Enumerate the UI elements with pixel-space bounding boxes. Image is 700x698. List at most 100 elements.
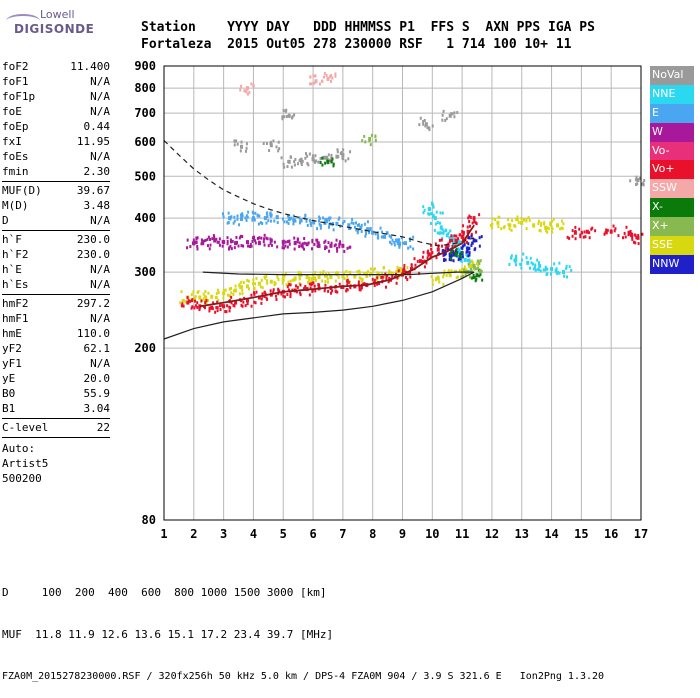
legend-item-e: E <box>650 103 694 123</box>
echo-point <box>207 291 210 295</box>
param-name: h`F <box>2 233 22 246</box>
echo-point <box>393 240 396 244</box>
echo-point <box>317 275 321 280</box>
echo-point <box>331 289 334 293</box>
echo-point <box>325 274 328 278</box>
autoscaling-info: 500200 <box>2 472 42 485</box>
echo-point <box>242 244 245 248</box>
echo-point <box>338 245 341 249</box>
echo-point <box>240 244 243 248</box>
param-value: 55.9 <box>83 387 111 400</box>
echo-point <box>614 227 617 231</box>
echo-point <box>438 221 441 225</box>
echo-point <box>560 219 563 223</box>
echo-point <box>316 227 319 231</box>
echo-point <box>226 221 229 225</box>
echo-point <box>454 252 457 256</box>
echo-point <box>245 240 249 245</box>
echo-point <box>437 275 440 279</box>
echo-point <box>287 240 290 244</box>
echo-point <box>629 179 632 183</box>
echo-point <box>206 237 209 241</box>
echo-point <box>196 244 199 248</box>
series-noval <box>233 108 646 187</box>
echo-point <box>222 304 226 309</box>
echo-point <box>421 259 424 263</box>
echo-point <box>230 291 233 295</box>
echo-point <box>256 236 259 240</box>
echo-point <box>217 298 220 302</box>
echo-point <box>361 139 364 143</box>
echo-point <box>393 243 396 247</box>
param-separator <box>2 418 110 419</box>
echo-point <box>459 257 462 261</box>
echo-point <box>197 290 200 294</box>
echo-point <box>409 266 413 271</box>
echo-point <box>334 243 337 247</box>
echo-point <box>387 271 390 275</box>
echo-point <box>285 115 288 119</box>
echo-point <box>367 227 370 231</box>
param-name: foF1 <box>2 75 29 88</box>
param-row-fof2: foF2 11.400 <box>2 59 110 74</box>
series-sse <box>179 215 565 305</box>
echo-point <box>349 227 352 231</box>
echo-point <box>324 239 327 243</box>
echo-point <box>191 298 194 302</box>
echo-point <box>235 139 238 143</box>
echo-point <box>281 117 284 121</box>
echo-point <box>403 241 407 246</box>
echo-point <box>282 162 285 166</box>
echo-point <box>388 234 391 238</box>
echo-point <box>435 210 438 214</box>
echo-point <box>530 261 533 265</box>
echo-point <box>339 240 342 244</box>
echo-point <box>349 150 352 154</box>
param-value: 39.67 <box>76 184 110 197</box>
echo-point <box>437 245 440 249</box>
echo-point <box>212 301 215 305</box>
echo-point <box>456 275 459 279</box>
param-value: 0.44 <box>83 120 111 133</box>
echo-point <box>258 240 261 244</box>
echo-point <box>418 123 421 127</box>
echo-point <box>284 240 287 244</box>
echo-point <box>357 282 360 286</box>
echo-point <box>407 246 410 250</box>
echo-point <box>286 293 289 297</box>
echo-point <box>250 244 253 248</box>
echo-point <box>282 239 285 243</box>
echo-point <box>470 276 473 280</box>
echo-point <box>430 247 433 251</box>
echo-point <box>333 244 336 248</box>
echo-point <box>334 279 337 283</box>
echo-point <box>514 260 517 264</box>
echo-point <box>243 89 246 93</box>
echo-point <box>520 266 523 270</box>
echo-point <box>258 282 261 286</box>
echo-point <box>418 259 422 264</box>
param-value: N/A <box>90 150 110 163</box>
echo-point <box>325 218 328 222</box>
echo-point <box>448 236 451 240</box>
echo-point <box>305 219 308 223</box>
echo-point <box>463 243 466 247</box>
echo-point <box>326 76 330 81</box>
echo-point <box>327 225 330 229</box>
echo-point <box>374 138 377 142</box>
echo-point <box>290 216 293 220</box>
echo-point <box>442 258 445 262</box>
echo-point <box>272 139 275 143</box>
echo-point <box>204 301 207 305</box>
echo-point <box>233 143 236 147</box>
echo-point <box>443 269 446 273</box>
echo-point <box>422 120 425 124</box>
echo-point <box>383 234 387 239</box>
echo-point <box>347 223 351 228</box>
echo-point <box>433 216 437 221</box>
echo-point <box>264 276 267 280</box>
echo-point <box>245 142 248 146</box>
echo-point <box>365 232 368 236</box>
echo-point <box>207 235 210 239</box>
echo-point <box>289 155 292 159</box>
